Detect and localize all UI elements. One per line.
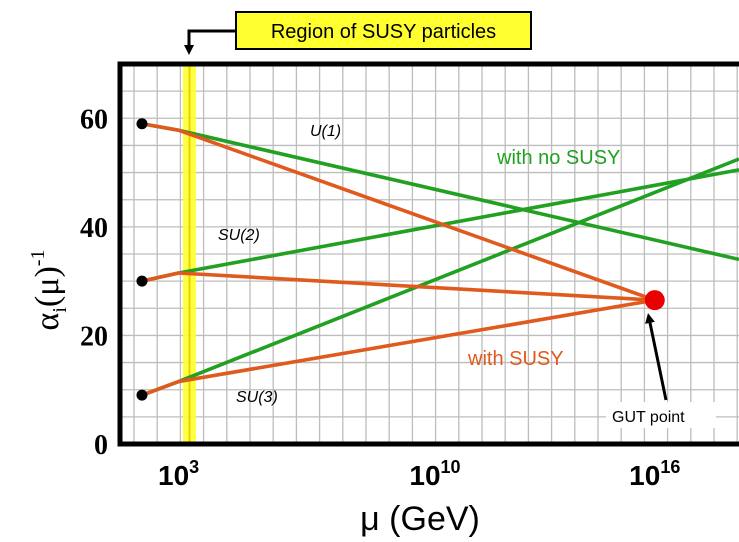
susy-region-label-box <box>235 11 532 50</box>
svg-text:αi(μ)-1: αi(μ)-1 <box>27 250 71 331</box>
y-tick-label: 60 <box>80 104 108 135</box>
plot-area <box>117 61 739 447</box>
x-tick-labels: 103 1010 1016 <box>158 457 680 491</box>
x-axis-label: μ (GeV) <box>360 500 480 538</box>
label-su2: SU(2) <box>218 227 260 244</box>
x-tick-label: 1010 <box>409 457 460 491</box>
plot-frame <box>117 61 739 447</box>
y-tick-label: 20 <box>80 321 108 352</box>
start-point <box>136 389 148 401</box>
x-tick-label: 1016 <box>629 457 680 491</box>
start-point <box>136 275 148 287</box>
label-u1: U(1) <box>310 123 341 140</box>
label-with-susy: with SUSY <box>467 348 564 370</box>
x-tick-label: 103 <box>158 457 199 491</box>
susy-region-arrow <box>184 29 236 55</box>
start-point <box>136 118 148 130</box>
series-line-with-susy-su2 <box>141 271 655 302</box>
label-gut-point: GUT point <box>612 409 685 426</box>
y-tick-labels: 0 20 40 60 <box>80 104 108 461</box>
label-no-susy: with no SUSY <box>496 147 620 169</box>
susy-region-label: Region of SUSY particles <box>271 21 496 43</box>
series-line-with-susy-u1 <box>141 121 656 302</box>
label-su3: SU(3) <box>236 389 278 406</box>
markers <box>136 118 665 401</box>
y-tick-label: 40 <box>80 213 108 244</box>
gut-arrow <box>645 313 668 401</box>
susy-region-callout: Region of SUSY particles <box>184 11 532 55</box>
series-lines <box>141 121 739 397</box>
gut-point-marker <box>644 290 665 311</box>
y-axis-label: αi(μ)-1 <box>27 250 71 331</box>
series-line-with-susy-su3 <box>141 298 656 397</box>
y-tick-label: 0 <box>94 430 108 461</box>
